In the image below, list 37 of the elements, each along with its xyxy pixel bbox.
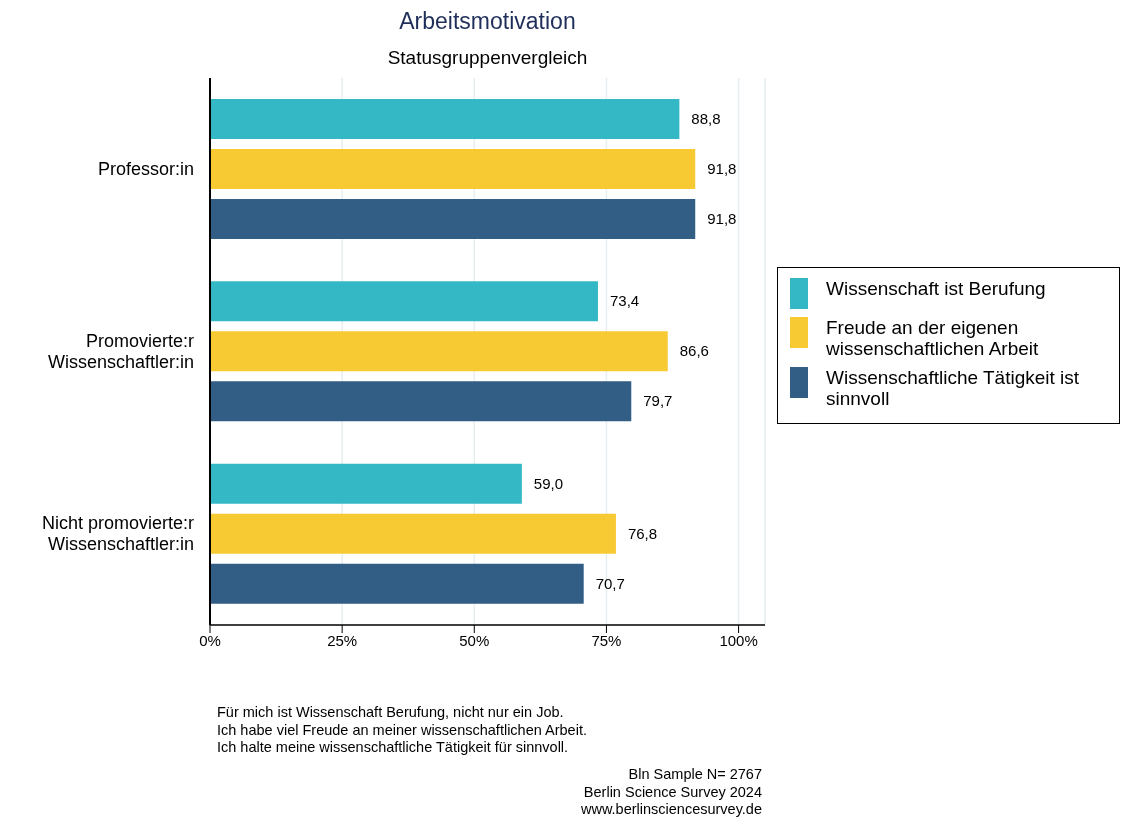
data-label: 76,8	[627, 524, 658, 542]
bar	[210, 381, 632, 422]
y-tick-label: Nicht promovierte:r Wissenschaftler:in	[41, 513, 194, 555]
legend-label: Wissenschaft ist Berufung	[826, 278, 1047, 299]
bar	[210, 513, 616, 554]
x-tick-label: 50%	[459, 631, 490, 649]
text: Bln Sample N= 2767	[627, 766, 762, 784]
text: www.berlinsciencesurvey.de	[580, 801, 762, 819]
data-label: 79,7	[643, 392, 673, 410]
data-label: 91,8	[707, 160, 737, 177]
data-label: 73,4	[609, 292, 640, 310]
y-tick-label: Promovierte:r Wissenschaftler:in	[47, 331, 194, 372]
text: Ich halte meine wissenschaftliche Tätigkeit für sinnvoll.	[217, 739, 570, 757]
data-label: 88,8	[691, 110, 721, 127]
x-tick-label: 100%	[719, 631, 758, 649]
x-tick-label: 25%	[327, 631, 358, 649]
data-label: 59,0	[533, 474, 564, 492]
data-label: 91,8	[707, 210, 737, 227]
text: Berlin Science Survey 2024	[582, 783, 762, 801]
x-tick-label: 0%	[199, 631, 221, 649]
bar	[210, 99, 680, 139]
bar	[210, 281, 598, 322]
legend-label: Wissenschaftliche Tätigkeit ist sinnvoll	[826, 367, 1081, 409]
text: Für mich ist Wissenschaft Berufung, nicht nur ein Job.	[217, 704, 565, 722]
bar	[210, 563, 584, 604]
x-tick-label: 75%	[591, 631, 622, 649]
text: Ich habe viel Freude an meiner wissenschaftlichen Arbeit.	[217, 721, 587, 739]
data-label: 86,6	[679, 342, 709, 360]
legend-label: Freude an der eigenen wissenschaftlichen Arbeit	[826, 317, 1040, 359]
bar	[210, 463, 522, 504]
bar	[210, 199, 696, 239]
bar	[210, 149, 696, 189]
data-label: 70,7	[595, 574, 625, 592]
chart-subtitle: Statusgruppenvergleich	[386, 47, 589, 69]
bar	[210, 331, 668, 372]
chart-title: Arbeitsmotivation	[398, 8, 577, 35]
y-tick-label: Professor:in	[97, 159, 194, 180]
